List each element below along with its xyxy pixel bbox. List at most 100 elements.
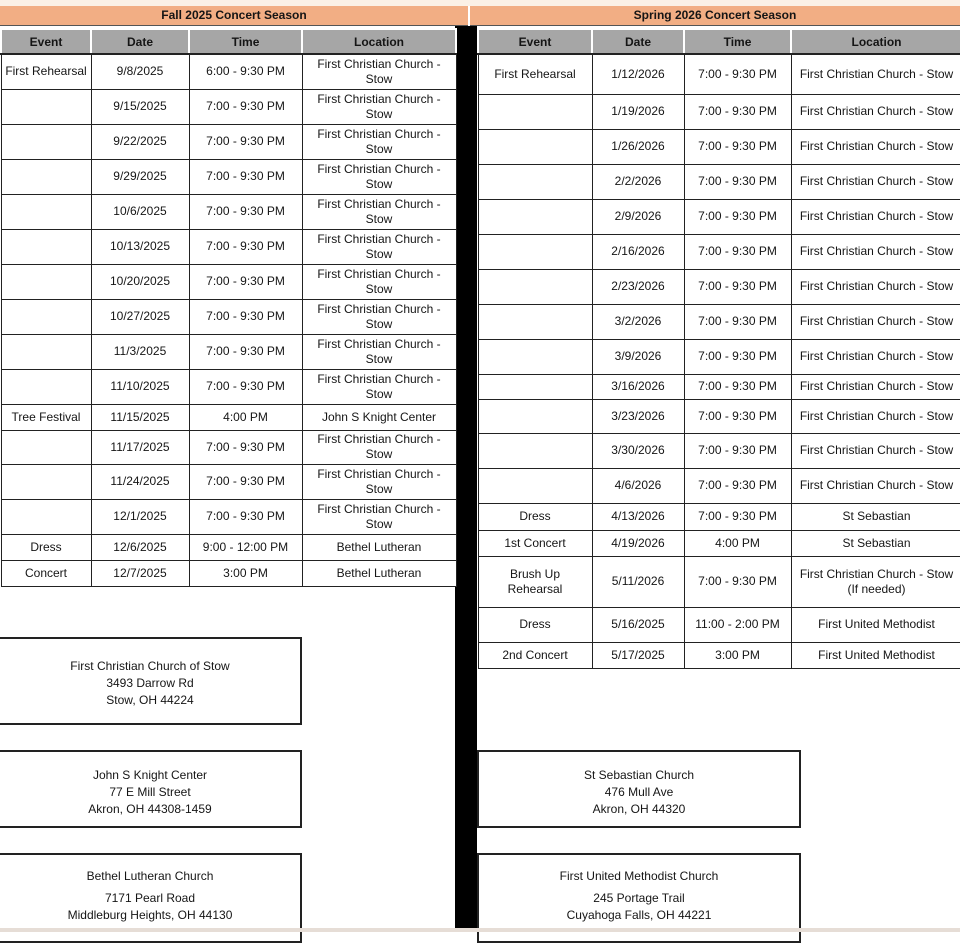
date-cell: 11/17/2025: [90, 429, 190, 465]
table-row: 3/2/2026 7:00 - 9:30 PM First Christian Ch…: [477, 303, 960, 340]
date-cell: 11/3/2025: [90, 333, 190, 370]
header-event: Event: [0, 28, 92, 55]
address-box-john-s-knight: John S Knight Center 77 E Mill Street Ak…: [0, 750, 302, 828]
location-cell: First Christian Church - Stow: [301, 298, 457, 335]
time-cell: 7:00 - 9:30 PM: [188, 158, 303, 195]
table-row: 10/20/2025 7:00 - 9:30 PM First Christian …: [0, 263, 457, 300]
location-cell: St Sebastian: [790, 502, 960, 531]
address-city: Akron, OH 44320: [592, 802, 686, 816]
time-cell: 7:00 - 9:30 PM: [683, 303, 792, 340]
time-cell: 7:00 - 9:30 PM: [188, 193, 303, 230]
location-cell: First Christian Church - Stow: [301, 463, 457, 500]
time-cell: 7:00 - 9:30 PM: [683, 555, 792, 608]
date-cell: 9/29/2025: [90, 158, 190, 195]
table-row: 9/29/2025 7:00 - 9:30 PM First Christian C…: [0, 158, 457, 195]
table-row: 2nd Concert 5/17/2025 3:00 PM First United …: [477, 641, 960, 669]
fall-schedule-table: Event Date Time Location First Rehearsal…: [0, 28, 457, 587]
date-cell: 2/16/2026: [591, 233, 685, 270]
location-cell: First Christian Church - Stow: [301, 228, 457, 265]
date-cell: 3/16/2026: [591, 373, 685, 400]
location-cell: First Christian Church - Stow: [790, 467, 960, 504]
event-cell: [0, 429, 92, 465]
date-cell: 4/19/2026: [591, 529, 685, 557]
date-cell: 1/19/2026: [591, 93, 685, 130]
location-cell: First Christian Church - Stow: [790, 303, 960, 340]
address-street: 245 Portage Trail: [593, 891, 685, 905]
address-box-st-sebastian: St Sebastian Church 476 Mull Ave Akron, …: [477, 750, 801, 828]
event-cell: [477, 398, 593, 434]
time-cell: 7:00 - 9:30 PM: [188, 123, 303, 160]
address-street: 77 E Mill Street: [109, 785, 191, 799]
date-cell: 10/27/2025: [90, 298, 190, 335]
address-name: First Christian Church of Stow: [70, 659, 230, 673]
table-row: 11/10/2025 7:00 - 9:30 PM First Christian …: [0, 368, 457, 405]
event-cell: [0, 263, 92, 300]
table-row: 1st Concert 4/19/2026 4:00 PM St Sebastian: [477, 529, 960, 557]
event-cell: [477, 338, 593, 375]
location-cell: First Christian Church - Stow: [790, 432, 960, 469]
table-row: 11/17/2025 7:00 - 9:30 PM First Christian …: [0, 429, 457, 465]
event-cell: Tree Festival: [0, 403, 92, 431]
time-cell: 7:00 - 9:30 PM: [683, 268, 792, 305]
date-cell: 3/2/2026: [591, 303, 685, 340]
address-city: Akron, OH 44308-1459: [88, 802, 212, 816]
event-cell: [477, 373, 593, 400]
event-cell: [0, 228, 92, 265]
table-row: 1/26/2026 7:00 - 9:30 PM First Christian C…: [477, 128, 960, 165]
event-cell: Concert: [0, 559, 92, 587]
table-row: 3/16/2026 7:00 - 9:30 PM First Christian C…: [477, 373, 960, 400]
date-cell: 11/24/2025: [90, 463, 190, 500]
table-row: 11/24/2025 7:00 - 9:30 PM First Christian …: [0, 463, 457, 500]
event-cell: [0, 158, 92, 195]
location-cell: John S Knight Center: [301, 403, 457, 431]
location-cell: First Christian Church - Stow: [301, 158, 457, 195]
time-cell: 7:00 - 9:30 PM: [683, 198, 792, 235]
table-row: 3/9/2026 7:00 - 9:30 PM First Christian Ch…: [477, 338, 960, 375]
date-cell: 1/12/2026: [591, 53, 685, 95]
date-cell: 3/23/2026: [591, 398, 685, 434]
time-cell: 7:00 - 9:30 PM: [683, 467, 792, 504]
location-cell: First Christian Church - Stow: [790, 198, 960, 235]
table-row: Dress 4/13/2026 7:00 - 9:30 PM St Sebastian: [477, 502, 960, 531]
table-row: 10/6/2025 7:00 - 9:30 PM First Christian C…: [0, 193, 457, 230]
location-cell: First Christian Church - Stow: [301, 498, 457, 535]
location-cell: First Christian Church - Stow: [790, 233, 960, 270]
time-cell: 7:00 - 9:30 PM: [188, 88, 303, 125]
header-location: Location: [790, 28, 960, 55]
date-cell: 12/7/2025: [90, 559, 190, 587]
time-cell: 4:00 PM: [188, 403, 303, 431]
location-cell: First Christian Church - Stow: [790, 268, 960, 305]
date-cell: 9/15/2025: [90, 88, 190, 125]
spring-season-title: Spring 2026 Concert Season: [470, 6, 960, 26]
date-cell: 12/1/2025: [90, 498, 190, 535]
time-cell: 7:00 - 9:30 PM: [683, 233, 792, 270]
location-cell: First United Methodist: [790, 606, 960, 643]
date-cell: 3/30/2026: [591, 432, 685, 469]
location-cell: Bethel Lutheran: [301, 533, 457, 561]
location-cell: Bethel Lutheran: [301, 559, 457, 587]
event-cell: [0, 88, 92, 125]
time-cell: 11:00 - 2:00 PM: [683, 606, 792, 643]
table-row: 11/3/2025 7:00 - 9:30 PM First Christian C…: [0, 333, 457, 370]
event-cell: First Rehearsal: [477, 53, 593, 95]
table-row: 3/23/2026 7:00 - 9:30 PM First Christian C…: [477, 398, 960, 434]
time-cell: 7:00 - 9:30 PM: [683, 93, 792, 130]
time-cell: 4:00 PM: [683, 529, 792, 557]
time-cell: 7:00 - 9:30 PM: [188, 429, 303, 465]
date-cell: 11/15/2025: [90, 403, 190, 431]
event-cell: [477, 467, 593, 504]
time-cell: 3:00 PM: [683, 641, 792, 669]
event-cell: [0, 368, 92, 405]
event-cell: [0, 298, 92, 335]
location-cell: First Christian Church - Stow: [790, 338, 960, 375]
location-cell: First Christian Church - Stow: [790, 398, 960, 434]
event-cell: Dress: [0, 533, 92, 561]
header-event: Event: [477, 28, 593, 55]
location-cell: First Christian Church - Stow: [301, 193, 457, 230]
date-cell: 3/9/2026: [591, 338, 685, 375]
table-row: Dress 12/6/2025 9:00 - 12:00 PM Bethel Luth…: [0, 533, 457, 561]
date-cell: 2/9/2026: [591, 198, 685, 235]
date-cell: 9/8/2025: [90, 53, 190, 90]
table-row: Tree Festival 11/15/2025 4:00 PM John S Kni…: [0, 403, 457, 431]
event-cell: [0, 193, 92, 230]
